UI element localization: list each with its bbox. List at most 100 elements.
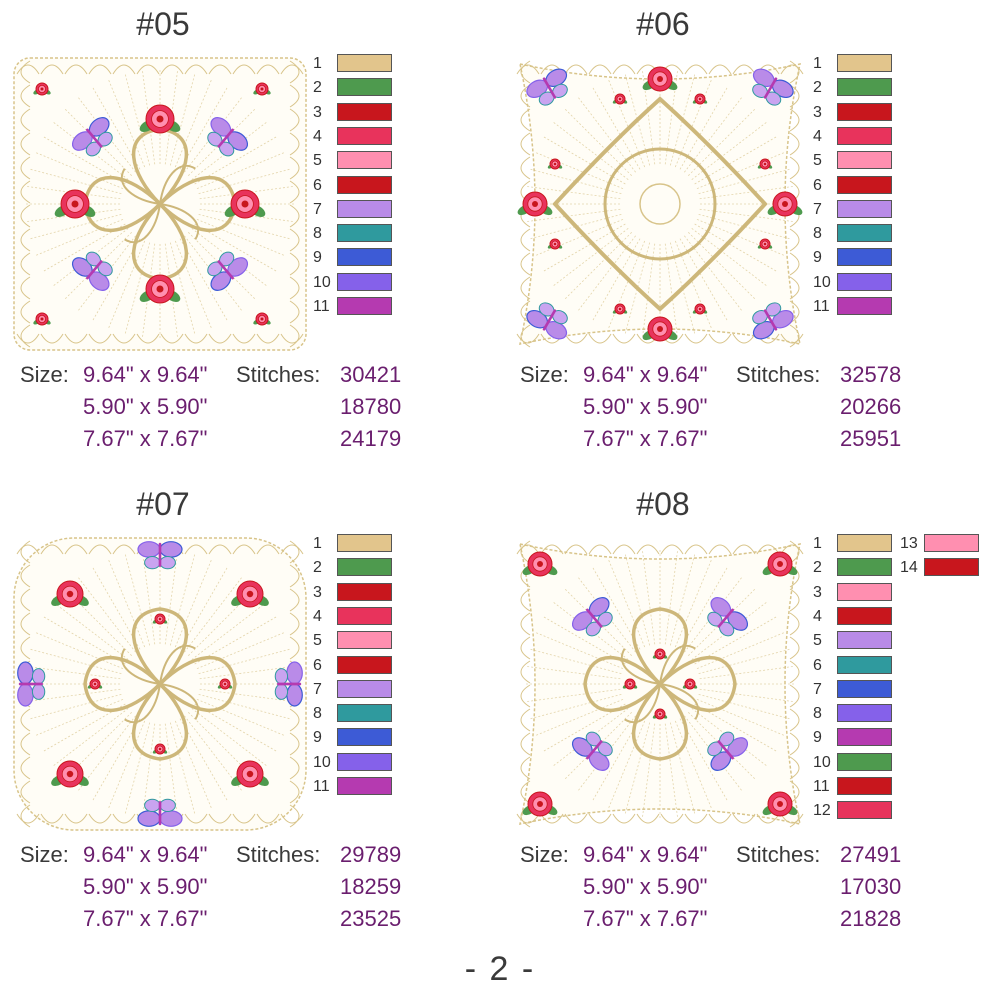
rose-motif	[522, 791, 558, 817]
color-swatch-row: 9	[813, 248, 895, 269]
color-swatch-row: 3	[313, 582, 395, 604]
rose-motif	[152, 743, 168, 755]
color-swatch	[837, 606, 892, 625]
size-value: 7.67" x 7.67"	[83, 906, 208, 931]
rose-motif	[652, 708, 668, 720]
color-swatch-row: 5	[313, 151, 395, 172]
color-number: 10	[313, 273, 331, 291]
rose-motif	[767, 191, 803, 217]
color-number: 8	[313, 225, 322, 243]
stitch-count: 20266	[840, 394, 902, 419]
color-number: 9	[313, 249, 322, 267]
size-stitch-line: Size: Stitches: 9.64" x 9.64" 30421	[10, 362, 490, 392]
color-swatch	[337, 248, 392, 267]
color-swatch	[337, 752, 392, 771]
rose-motif	[224, 189, 266, 219]
color-swatch-row: 6	[313, 655, 395, 677]
size-stitch-line: 7.67" x 7.67" 24179	[10, 426, 490, 456]
size-value: 9.64" x 9.64"	[83, 362, 208, 387]
color-swatch-row: 2	[813, 558, 895, 579]
color-swatch	[837, 54, 892, 72]
color-swatch-row: 2	[313, 558, 395, 579]
color-number: 5	[813, 152, 822, 170]
color-swatch-row: 6	[313, 175, 395, 197]
color-swatch-row: 12	[813, 801, 895, 822]
color-swatch-row: 8	[313, 224, 395, 245]
color-swatch-row: 4	[813, 606, 895, 628]
size-stitch-line: 5.90" x 5.90" 17030	[510, 874, 990, 904]
stitch-count: 27491	[840, 842, 902, 867]
color-swatch-row: 5	[813, 151, 895, 172]
rose-motif	[622, 678, 638, 690]
color-number: 5	[813, 632, 822, 650]
stitch-count: 25951	[840, 426, 902, 451]
butterfly-motif	[71, 251, 113, 291]
color-swatch-row: 1	[313, 534, 395, 555]
color-number: 10	[313, 753, 331, 771]
color-swatch-row: 5	[313, 631, 395, 652]
butterfly-motif	[207, 251, 249, 291]
color-swatch	[837, 801, 892, 820]
design-panel-05: #05 1 2 3 4 5 6 7 8 9 10 11 Size: Stitches: 9.64" x 9.…	[0, 0, 500, 480]
color-number: 1	[313, 55, 322, 72]
stitch-count: 32578	[840, 362, 902, 387]
rose-motif	[642, 66, 678, 92]
color-swatch-row: 14	[900, 558, 982, 579]
color-swatch	[337, 151, 392, 170]
rose-motif	[152, 613, 168, 625]
rose-motif	[87, 678, 103, 690]
color-number: 6	[313, 176, 322, 194]
color-swatch-row: 6	[813, 175, 895, 197]
color-number: 2	[313, 559, 322, 577]
color-swatch	[337, 777, 392, 795]
size-stitch-line: 7.67" x 7.67" 23525	[10, 906, 490, 936]
color-number: 8	[813, 225, 822, 243]
butterfly-motif	[71, 117, 113, 157]
color-swatch-row: 11	[313, 297, 395, 318]
color-swatch	[337, 582, 392, 601]
embroidery-design-image	[10, 534, 310, 834]
color-swatch	[337, 78, 392, 97]
color-swatch	[837, 78, 892, 97]
color-swatch-row: 10	[813, 272, 895, 294]
rose-motif	[54, 189, 96, 219]
page-number: - 2 -	[464, 950, 536, 988]
stitch-count: 24179	[340, 426, 402, 451]
size-stitch-line: Size: Stitches: 9.64" x 9.64" 29789	[10, 842, 490, 872]
rose-motif	[139, 274, 181, 304]
color-number: 13	[900, 535, 918, 552]
color-swatch-row: 2	[813, 78, 895, 99]
butterfly-motif	[137, 798, 183, 827]
color-number: 2	[813, 559, 822, 577]
rose-motif	[231, 580, 269, 608]
color-number: 14	[900, 559, 918, 577]
color-swatch-row: 7	[813, 199, 895, 221]
rose-motif	[692, 93, 708, 105]
rose-motif	[762, 791, 798, 817]
color-swatch	[837, 558, 892, 577]
color-number: 8	[813, 705, 822, 723]
stitch-count: 17030	[840, 874, 902, 899]
design-title: #07	[136, 486, 190, 522]
stitch-count: 30421	[340, 362, 402, 387]
color-swatch	[837, 534, 892, 552]
embroidery-design-image	[10, 54, 310, 354]
color-swatch	[837, 102, 892, 121]
stitches-label: Stitches:	[736, 842, 821, 867]
color-number: 7	[313, 680, 322, 698]
color-swatch-row: 1	[313, 54, 395, 75]
color-swatch	[837, 728, 892, 747]
color-number: 11	[313, 298, 330, 315]
rose-motif	[612, 93, 628, 105]
color-swatch	[337, 728, 392, 747]
color-number: 4	[313, 127, 322, 145]
color-swatch	[337, 655, 392, 674]
color-swatch-row: 3	[813, 102, 895, 124]
color-swatch-row: 7	[313, 199, 395, 221]
rose-motif	[757, 238, 773, 250]
rose-motif	[231, 760, 269, 788]
size-value: 5.90" x 5.90"	[583, 394, 708, 419]
color-number: 11	[813, 298, 830, 315]
color-swatch-row: 4	[313, 606, 395, 628]
design-title: #08	[636, 486, 690, 522]
